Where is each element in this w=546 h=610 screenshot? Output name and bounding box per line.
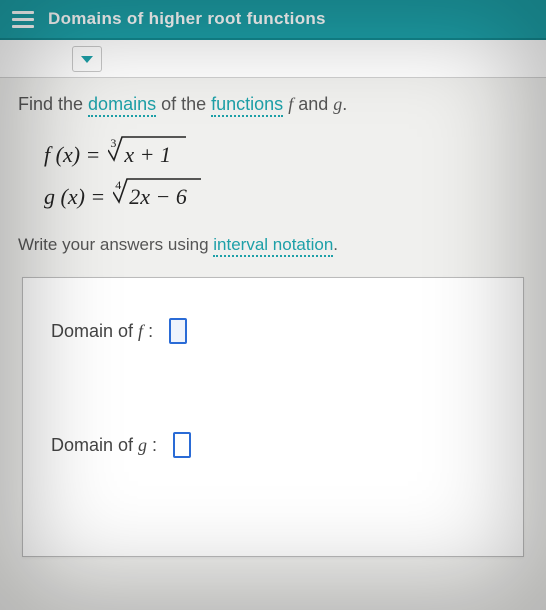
answer-row-g: Domain of g : (51, 432, 495, 458)
functions-term[interactable]: functions (211, 94, 283, 117)
g-radicand: 2x − 6 (113, 181, 193, 209)
equation-f: f (x) = 3 x + 1 (44, 135, 528, 175)
header-bar: Domains of higher root functions (0, 0, 546, 40)
g-root: 4 2x − 6 (109, 176, 193, 218)
expand-button[interactable] (72, 46, 102, 72)
prompt-text: of the (156, 94, 211, 114)
question-prompt: Find the domains of the functions f and … (18, 92, 528, 117)
prompt-text: Find the (18, 94, 88, 114)
label-text: : (143, 321, 153, 341)
prompt-text: and (293, 94, 333, 114)
instruction-text: Write your answers using (18, 235, 213, 254)
label-text: Domain of (51, 321, 138, 341)
f-lhs: f (x) = (44, 134, 100, 176)
equations-block: f (x) = 3 x + 1 g (x) = 4 2x − (44, 135, 528, 217)
label-text: : (147, 435, 157, 455)
prompt-text: . (342, 94, 347, 114)
hamburger-icon[interactable] (12, 7, 34, 32)
domain-f-label: Domain of f : (51, 321, 153, 342)
domain-g-input[interactable] (173, 432, 191, 458)
f-radicand: x + 1 (108, 139, 177, 167)
domain-g-label: Domain of g : (51, 435, 157, 456)
f-root: 3 x + 1 (104, 134, 177, 176)
answer-row-f: Domain of f : (51, 318, 495, 344)
label-text: Domain of (51, 435, 138, 455)
label-fn: g (138, 435, 147, 455)
g-lhs: g (x) = (44, 176, 105, 218)
instruction: Write your answers using interval notati… (18, 235, 528, 255)
domain-f-input[interactable] (169, 318, 187, 344)
header-title: Domains of higher root functions (48, 9, 326, 29)
instruction-text: . (333, 235, 338, 254)
domains-term[interactable]: domains (88, 94, 156, 117)
subheader (0, 40, 546, 78)
answer-box: Domain of f : Domain of g : (22, 277, 524, 557)
chevron-down-icon (81, 56, 93, 63)
content-area: Find the domains of the functions f and … (0, 78, 546, 557)
fn-g: g (333, 94, 342, 114)
equation-g: g (x) = 4 2x − 6 (44, 177, 528, 217)
interval-notation-term[interactable]: interval notation (213, 235, 333, 257)
